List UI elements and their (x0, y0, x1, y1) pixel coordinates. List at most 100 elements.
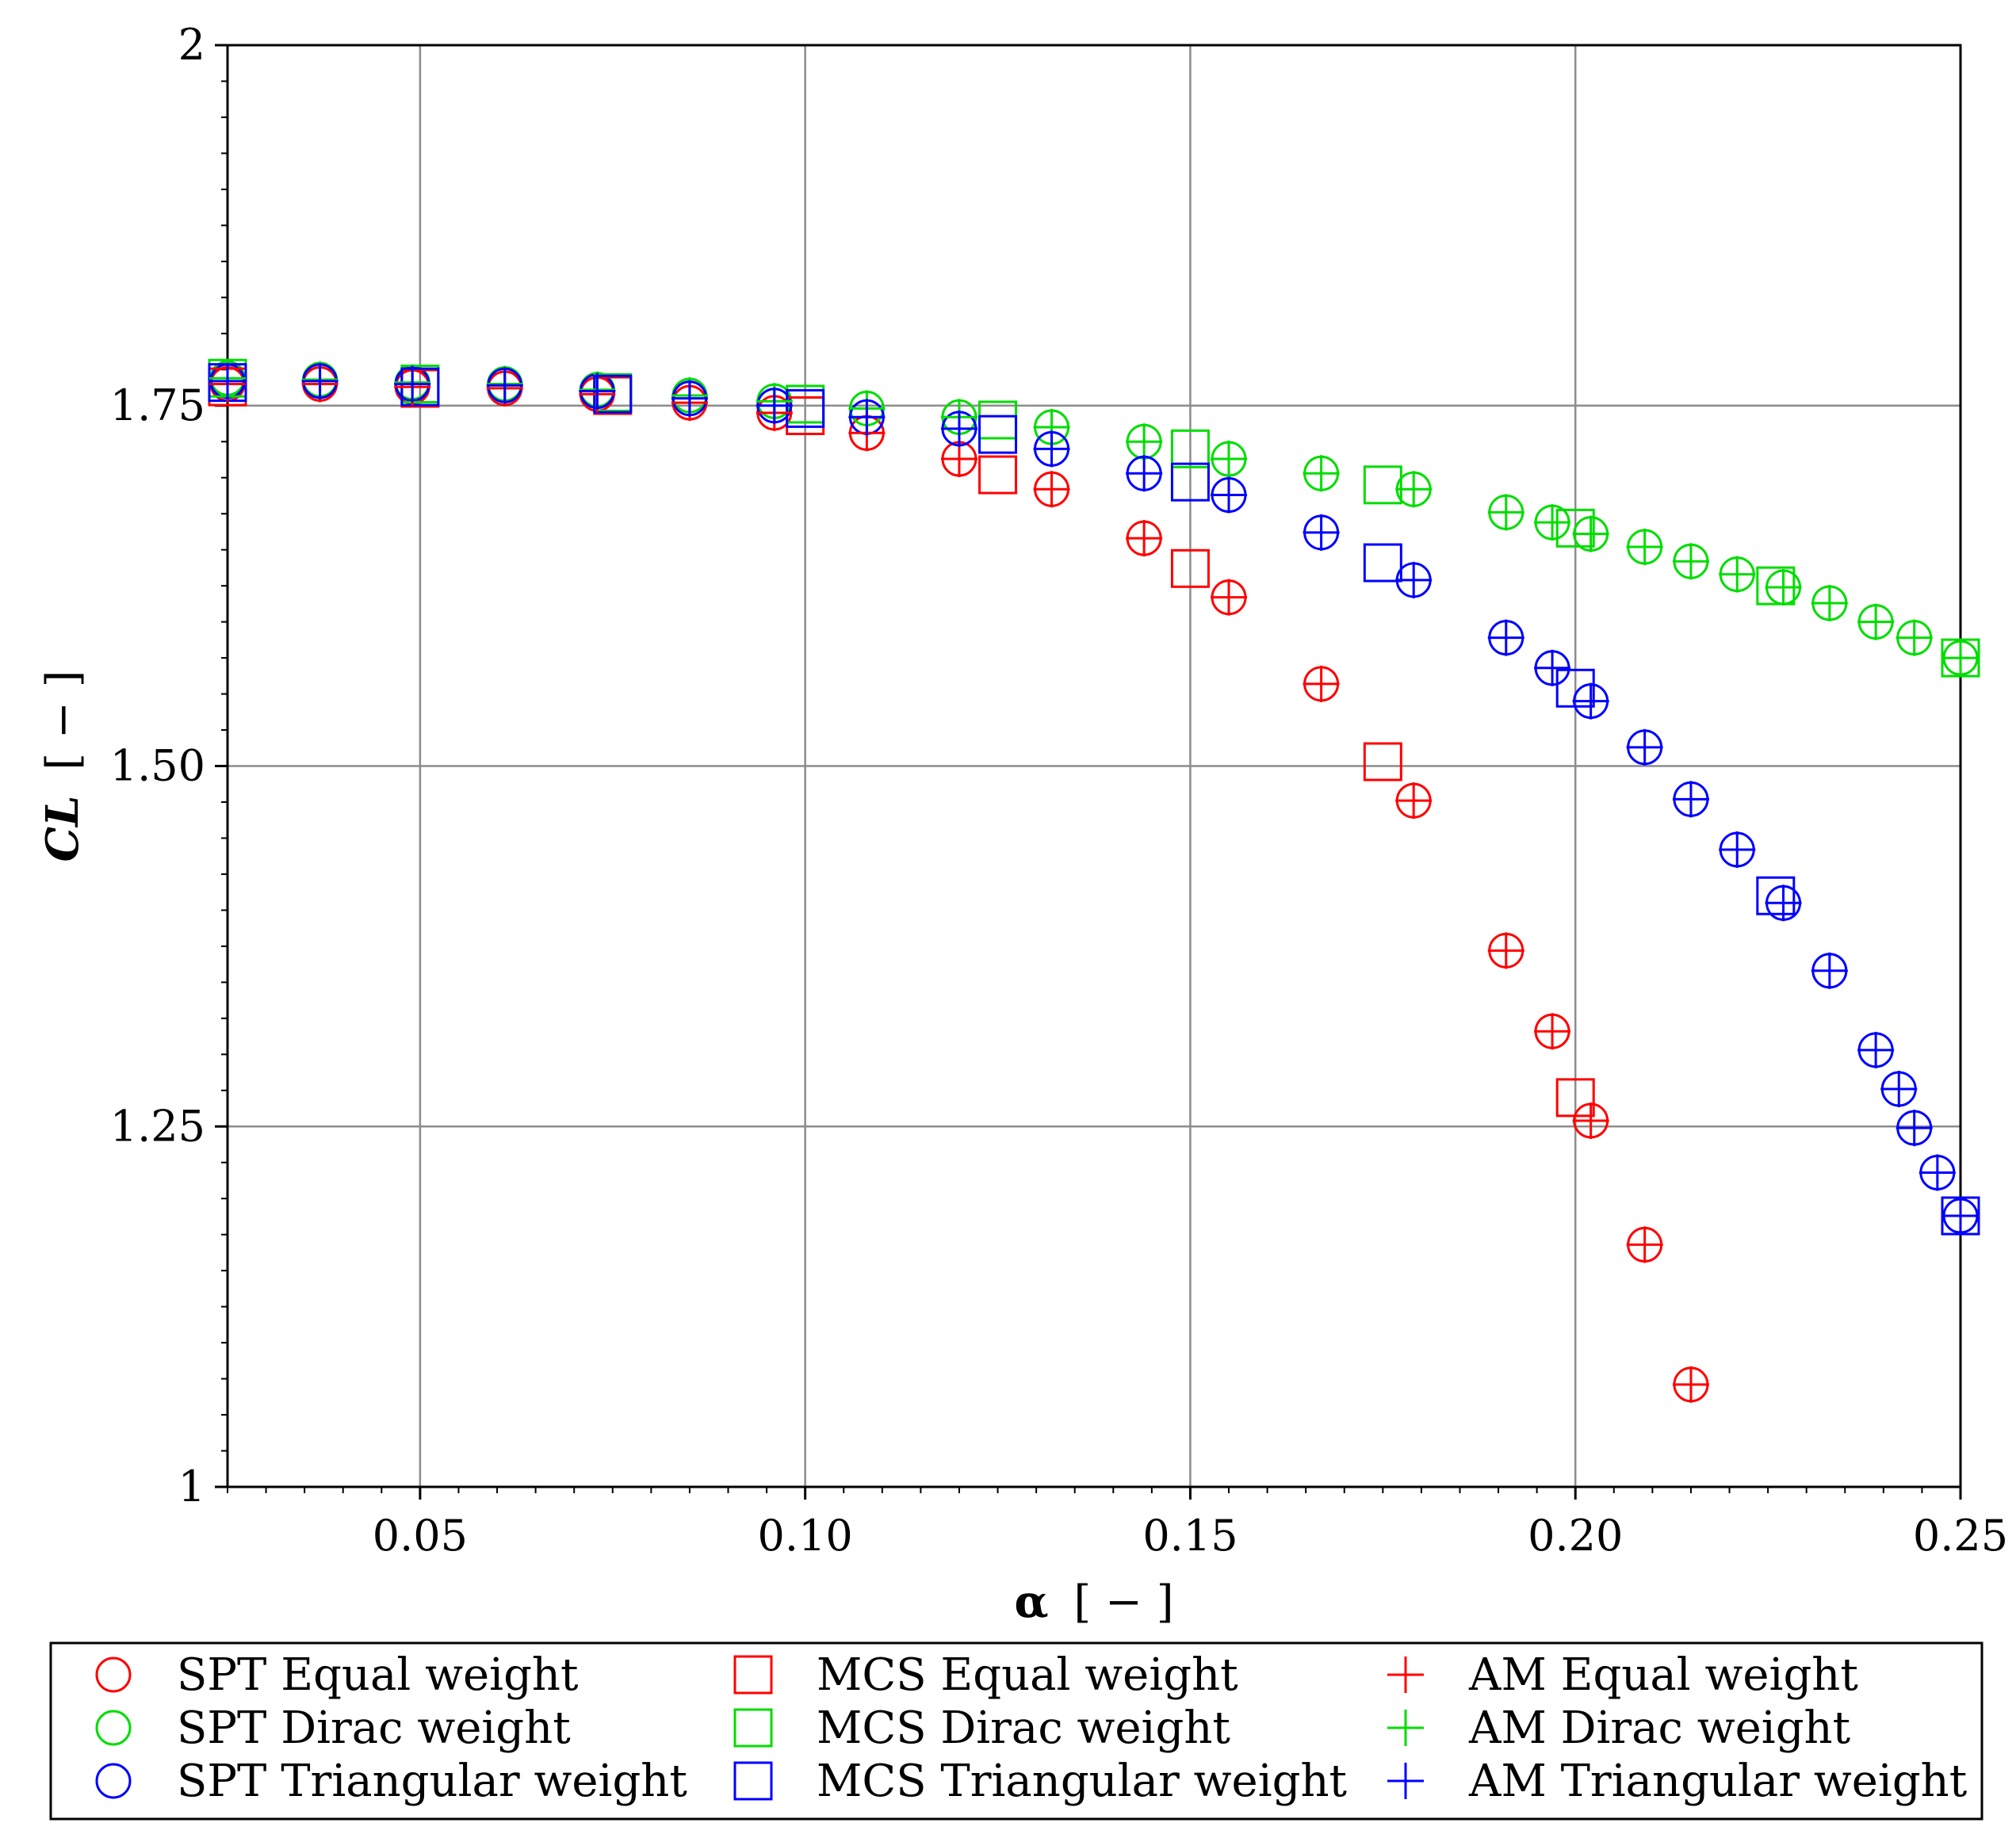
legend-label: MCS Equal weight (817, 1649, 1238, 1701)
y-tick-label: 1.25 (110, 1101, 205, 1151)
data-markers (208, 358, 1980, 1403)
axis-ticks: 0.05 0.10 0.15 0.20 0.25 1 1.25 1.50 1.75 2 (110, 20, 2008, 1561)
data-point (1811, 952, 1848, 989)
data-point (1672, 543, 1709, 580)
x-tick-label: 0.15 (1142, 1511, 1238, 1561)
data-point (1534, 649, 1571, 686)
data-point (1756, 566, 1796, 606)
legend-marker-circle (95, 1763, 132, 1799)
data-point (1555, 1078, 1595, 1118)
data-point (1126, 423, 1163, 460)
data-point (1672, 781, 1709, 818)
legend-marker-plus (1387, 1763, 1424, 1799)
x-axis-symbol: α (1014, 1576, 1048, 1628)
x-tick-label: 0.10 (758, 1511, 853, 1561)
data-point (1719, 831, 1756, 868)
legend-marker-plus (1387, 1656, 1424, 1693)
data-point (394, 365, 431, 403)
data-point (1363, 742, 1402, 781)
y-tick-label: 1.75 (110, 380, 205, 430)
data-point (671, 380, 708, 417)
data-point (1033, 471, 1070, 508)
data-point (1626, 529, 1663, 566)
legend-marker-square (733, 1655, 773, 1695)
data-point (1895, 1110, 1933, 1147)
legend-label: SPT Triangular weight (177, 1756, 687, 1807)
data-point (1572, 515, 1609, 552)
data-point (209, 362, 246, 399)
data-point (1487, 932, 1524, 969)
legend-marker-square (733, 1708, 773, 1748)
legend-item-am-triangular-weight: AM Triangular weight (1387, 1756, 1968, 1807)
data-point (1672, 1366, 1709, 1403)
data-point (1719, 556, 1756, 593)
data-point (579, 373, 616, 410)
y-tick-label: 2 (178, 20, 205, 70)
legend-label: SPT Equal weight (177, 1649, 579, 1701)
data-point (1534, 504, 1571, 541)
data-point (1170, 548, 1210, 588)
data-point (1942, 1198, 1979, 1235)
data-point (1942, 640, 1979, 677)
data-point (1170, 462, 1210, 502)
x-tick-label: 0.25 (1913, 1511, 2008, 1561)
data-point (1857, 1031, 1895, 1068)
data-point (1211, 476, 1248, 514)
data-point (786, 388, 825, 428)
legend-label: AM Dirac weight (1468, 1702, 1851, 1754)
x-tick-label: 0.20 (1528, 1511, 1623, 1561)
data-point (1534, 1013, 1571, 1050)
legend-item-spt-dirac-weight: SPT Dirac weight (95, 1702, 571, 1754)
data-point (1572, 682, 1609, 720)
data-point (1033, 430, 1070, 468)
legend-item-am-dirac-weight: AM Dirac weight (1387, 1702, 1851, 1754)
legend-marker-square (733, 1761, 773, 1801)
data-point (1211, 441, 1248, 478)
data-point (1170, 429, 1210, 468)
data-point (1395, 782, 1433, 820)
data-point (1395, 561, 1433, 598)
y-axis-symbol: CL (36, 796, 89, 862)
legend-item-am-equal-weight: AM Equal weight (1387, 1649, 1858, 1701)
data-point (1303, 455, 1340, 492)
data-point (1363, 465, 1402, 505)
data-point (1555, 508, 1595, 548)
data-point (1363, 543, 1402, 583)
data-point (1765, 885, 1802, 922)
data-point (1626, 1226, 1663, 1263)
data-point (1765, 568, 1802, 606)
data-point (978, 455, 1018, 495)
legend-label: AM Triangular weight (1468, 1756, 1968, 1807)
data-point (1555, 668, 1595, 708)
legend-label: AM Equal weight (1468, 1649, 1858, 1701)
legend-box (49, 1641, 1983, 1821)
series-am-triangular-weight (209, 362, 1979, 1235)
data-point (1572, 1102, 1609, 1139)
data-point (756, 387, 793, 424)
x-tick-label: 0.05 (373, 1511, 468, 1561)
x-axis-title: α [ − ] (1014, 1576, 1173, 1628)
data-point (1918, 1154, 1956, 1191)
legend-marker-circle (95, 1656, 132, 1693)
legend-item-spt-triangular-weight: SPT Triangular weight (95, 1756, 687, 1807)
data-point (1395, 471, 1433, 508)
y-tick-label: 1.50 (110, 741, 205, 791)
y-axis-title: CL [ − ] (36, 671, 89, 862)
legend-marker-plus (1387, 1710, 1424, 1746)
data-point (1211, 579, 1248, 616)
data-point (1857, 603, 1895, 640)
legend-label: SPT Dirac weight (177, 1702, 571, 1754)
data-point (486, 367, 523, 404)
data-point (1880, 1070, 1918, 1107)
data-point (1126, 455, 1163, 492)
data-point (301, 362, 339, 399)
y-axis-unit: [ − ] (37, 671, 89, 770)
data-point (1756, 876, 1796, 915)
data-point (1303, 665, 1340, 702)
data-point (848, 399, 886, 436)
data-point (1626, 728, 1663, 766)
data-point (1895, 619, 1933, 656)
data-point (940, 410, 977, 447)
